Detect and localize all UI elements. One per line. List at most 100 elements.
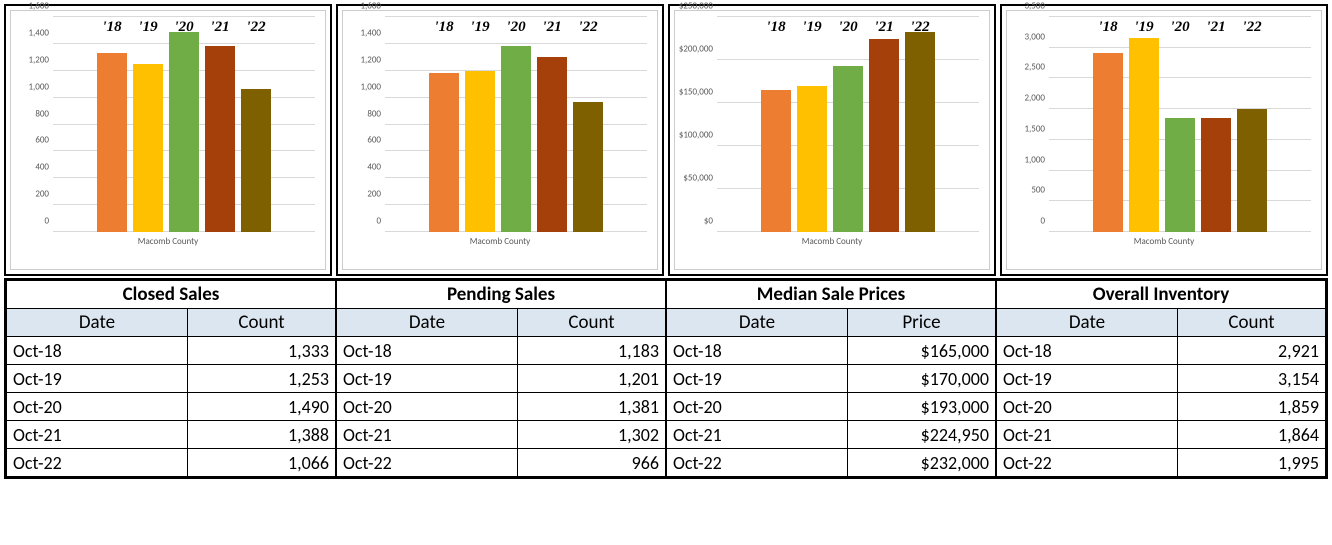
year-label: '20 bbox=[501, 19, 531, 36]
table-row: Oct-201,381 bbox=[337, 393, 666, 421]
tables-row: Closed SalesDateCountOct-181,333Oct-191,… bbox=[4, 278, 1328, 479]
chart-panel: 05001,0001,5002,0002,5003,0003,500'18'19… bbox=[1000, 4, 1328, 276]
cell-value: 1,859 bbox=[1177, 393, 1325, 421]
table-row: Oct-19$170,000 bbox=[667, 365, 996, 393]
y-tick-label: 1,600 bbox=[361, 1, 386, 12]
cell-date: Oct-19 bbox=[7, 365, 188, 393]
table-row: Oct-191,201 bbox=[337, 365, 666, 393]
cell-date: Oct-18 bbox=[7, 337, 188, 365]
x-axis-label: Macomb County bbox=[349, 236, 651, 247]
bar bbox=[169, 32, 199, 232]
bar bbox=[1165, 118, 1195, 232]
cell-date: Oct-19 bbox=[667, 365, 848, 393]
bar bbox=[797, 86, 827, 232]
y-tick-label: 1,600 bbox=[29, 1, 54, 12]
year-label: '20 bbox=[1165, 19, 1195, 36]
bar bbox=[465, 71, 495, 232]
cell-date: Oct-18 bbox=[337, 337, 518, 365]
plot: 02004006008001,0001,2001,4001,600'18'19'… bbox=[53, 17, 315, 232]
year-label: '21 bbox=[537, 19, 567, 36]
table-row: Oct-193,154 bbox=[997, 365, 1326, 393]
cell-date: Oct-18 bbox=[667, 337, 848, 365]
cell-date: Oct-20 bbox=[337, 393, 518, 421]
year-labels: '18'19'20'21'22 bbox=[53, 19, 315, 36]
table-title: Overall Inventory bbox=[997, 281, 1326, 309]
y-tick-label: $50,000 bbox=[683, 173, 717, 184]
data-table: Pending SalesDateCountOct-181,183Oct-191… bbox=[336, 280, 666, 477]
data-table: Median Sale PricesDatePriceOct-18$165,00… bbox=[666, 280, 996, 477]
chart-panel: 02004006008001,0001,2001,4001,600'18'19'… bbox=[336, 4, 664, 276]
y-tick-label: 0 bbox=[44, 216, 53, 227]
year-labels: '18'19'20'21'22 bbox=[717, 19, 979, 36]
y-tick-label: 1,000 bbox=[29, 81, 54, 92]
cell-value: 1,490 bbox=[187, 393, 335, 421]
table-row: Oct-211,864 bbox=[997, 421, 1326, 449]
x-axis-label: Macomb County bbox=[1013, 236, 1315, 247]
cell-value: $224,950 bbox=[847, 421, 995, 449]
table-row: Oct-211,302 bbox=[337, 421, 666, 449]
bar-group bbox=[385, 17, 647, 232]
cell-date: Oct-20 bbox=[667, 393, 848, 421]
cell-value: 1,381 bbox=[517, 393, 665, 421]
cell-value: 1,333 bbox=[187, 337, 335, 365]
year-labels: '18'19'20'21'22 bbox=[385, 19, 647, 36]
cell-date: Oct-22 bbox=[7, 449, 188, 477]
year-label: '19 bbox=[133, 19, 163, 36]
table-title: Closed Sales bbox=[7, 281, 336, 309]
year-label: '21 bbox=[1201, 19, 1231, 36]
cell-date: Oct-22 bbox=[667, 449, 848, 477]
y-tick-label: $250,000 bbox=[679, 1, 717, 12]
table-row: Oct-211,388 bbox=[7, 421, 336, 449]
cell-value: 1,864 bbox=[1177, 421, 1325, 449]
year-label: '21 bbox=[869, 19, 899, 36]
cell-date: Oct-20 bbox=[7, 393, 188, 421]
chart-area: 02004006008001,0001,2001,4001,600'18'19'… bbox=[53, 17, 315, 232]
y-tick-label: 800 bbox=[367, 108, 385, 119]
plot: 05001,0001,5002,0002,5003,0003,500'18'19… bbox=[1049, 17, 1311, 232]
bar bbox=[241, 89, 271, 232]
cell-value: 2,921 bbox=[1177, 337, 1325, 365]
table-title: Pending Sales bbox=[337, 281, 666, 309]
table-row: Oct-21$224,950 bbox=[667, 421, 996, 449]
bar-group bbox=[53, 17, 315, 232]
cell-date: Oct-21 bbox=[337, 421, 518, 449]
y-tick-label: 800 bbox=[35, 108, 53, 119]
chart-panel: 02004006008001,0001,2001,4001,600'18'19'… bbox=[4, 4, 332, 276]
year-labels: '18'19'20'21'22 bbox=[1049, 19, 1311, 36]
chart-panel: $0$50,000$100,000$150,000$200,000$250,00… bbox=[668, 4, 996, 276]
cell-value: $193,000 bbox=[847, 393, 995, 421]
y-tick-label: 1,400 bbox=[29, 27, 54, 38]
col-header-value: Price bbox=[847, 309, 995, 337]
col-header-date: Date bbox=[667, 309, 848, 337]
year-label: '22 bbox=[905, 19, 935, 36]
year-label: '21 bbox=[205, 19, 235, 36]
year-label: '22 bbox=[241, 19, 271, 36]
year-label: '18 bbox=[429, 19, 459, 36]
table-row: Oct-191,253 bbox=[7, 365, 336, 393]
y-tick-label: 200 bbox=[35, 189, 53, 200]
bar bbox=[573, 102, 603, 232]
table-row: Oct-201,490 bbox=[7, 393, 336, 421]
y-tick-label: 0 bbox=[1040, 216, 1049, 227]
year-label: '22 bbox=[573, 19, 603, 36]
bar bbox=[97, 53, 127, 232]
y-tick-label: 200 bbox=[367, 189, 385, 200]
y-tick-label: 2,000 bbox=[1025, 93, 1050, 104]
bar bbox=[869, 39, 899, 232]
bar bbox=[833, 66, 863, 232]
data-table: Closed SalesDateCountOct-181,333Oct-191,… bbox=[6, 280, 336, 477]
year-label: '19 bbox=[1129, 19, 1159, 36]
chart-inner: $0$50,000$100,000$150,000$200,000$250,00… bbox=[674, 10, 990, 270]
bar bbox=[429, 73, 459, 232]
year-label: '18 bbox=[761, 19, 791, 36]
y-tick-label: 2,500 bbox=[1025, 62, 1050, 73]
x-axis-label: Macomb County bbox=[681, 236, 983, 247]
chart-inner: 05001,0001,5002,0002,5003,0003,500'18'19… bbox=[1006, 10, 1322, 270]
table-row: Oct-221,995 bbox=[997, 449, 1326, 477]
year-label: '22 bbox=[1237, 19, 1267, 36]
y-tick-label: 0 bbox=[376, 216, 385, 227]
cell-date: Oct-21 bbox=[997, 421, 1178, 449]
y-tick-label: 1,200 bbox=[361, 54, 386, 65]
cell-date: Oct-20 bbox=[997, 393, 1178, 421]
y-tick-label: 600 bbox=[367, 135, 385, 146]
